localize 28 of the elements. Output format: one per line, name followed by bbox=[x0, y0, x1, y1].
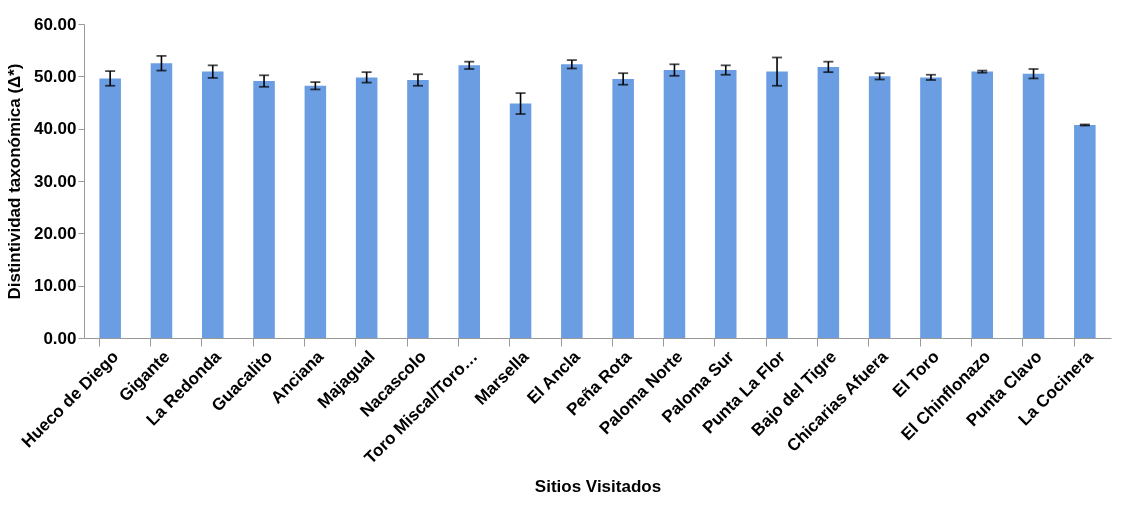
bar bbox=[663, 70, 686, 338]
bar bbox=[99, 78, 121, 338]
y-tick-label: 10.00 bbox=[33, 276, 77, 296]
bar bbox=[971, 71, 994, 338]
y-tick-label: 0.00 bbox=[43, 328, 77, 348]
bar bbox=[509, 103, 532, 338]
y-tick-label: 30.00 bbox=[33, 171, 77, 191]
y-tick-label: 20.00 bbox=[33, 223, 77, 243]
bar bbox=[407, 80, 429, 338]
bar bbox=[612, 78, 634, 338]
y-tick-label: 60.00 bbox=[33, 14, 77, 34]
bar bbox=[561, 64, 583, 338]
bar bbox=[1022, 73, 1045, 338]
x-axis-title: Sitios Visitados bbox=[534, 476, 662, 496]
y-tick-label: 50.00 bbox=[33, 66, 77, 86]
bar bbox=[304, 85, 327, 338]
y-tick-label: 40.00 bbox=[33, 119, 77, 139]
bar bbox=[817, 66, 840, 338]
bar bbox=[1074, 125, 1096, 338]
bar bbox=[868, 76, 891, 338]
bar bbox=[714, 70, 737, 338]
bar bbox=[458, 65, 481, 338]
bar bbox=[766, 71, 788, 338]
bar bbox=[201, 71, 224, 338]
bar bbox=[150, 63, 173, 338]
bar bbox=[355, 77, 378, 338]
bar bbox=[253, 81, 275, 338]
y-axis-title: Distintividad taxonómica (Δ*) bbox=[4, 63, 24, 300]
